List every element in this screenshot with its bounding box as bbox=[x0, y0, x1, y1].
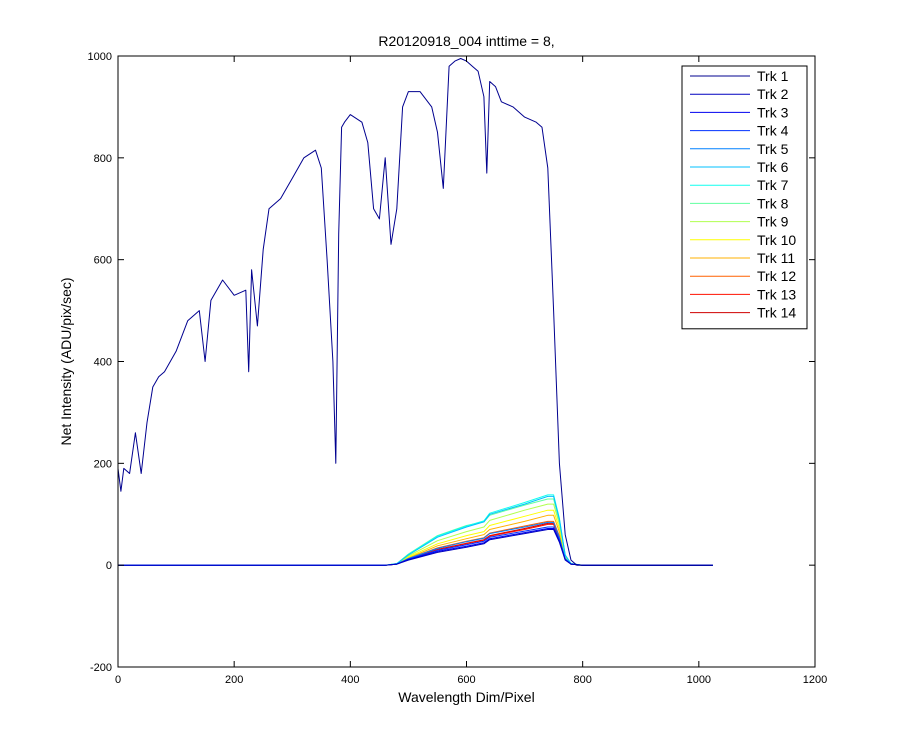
legend-label: Trk 11 bbox=[757, 250, 795, 266]
y-axis: -200 0 200 400 600 800 1000 bbox=[88, 51, 815, 674]
series-line bbox=[118, 495, 713, 566]
y-axis-label: Net Intensity (ADU/pix/sec) bbox=[58, 277, 74, 445]
series-line bbox=[117, 58, 713, 566]
legend-label: Trk 6 bbox=[757, 159, 789, 175]
x-tick-label: 600 bbox=[457, 674, 475, 686]
legend-label: Trk 14 bbox=[757, 305, 796, 321]
legend-label: Trk 4 bbox=[757, 123, 789, 139]
x-tick-label: 1000 bbox=[687, 674, 711, 686]
y-tick-label: 600 bbox=[94, 255, 112, 267]
x-tick-label: 400 bbox=[341, 674, 359, 686]
legend-label: Trk 9 bbox=[757, 214, 789, 230]
x-tick-label: 800 bbox=[573, 674, 591, 686]
y-tick-label: 0 bbox=[106, 560, 112, 572]
y-tick-label: 200 bbox=[94, 458, 112, 470]
legend-label: Trk 2 bbox=[757, 86, 789, 102]
x-axis-label: Wavelength Dim/Pixel bbox=[398, 689, 534, 705]
legend-label: Trk 13 bbox=[757, 286, 796, 302]
legend-box bbox=[681, 65, 808, 330]
legend-label: Trk 12 bbox=[757, 268, 796, 284]
x-tick-label: 200 bbox=[225, 674, 243, 686]
chart-title: R20120918_004 inttime = 8, bbox=[378, 33, 554, 49]
y-tick-label: 400 bbox=[94, 357, 112, 369]
legend-label: Trk 3 bbox=[757, 104, 789, 120]
legend-label: Trk 1 bbox=[757, 68, 789, 84]
x-tick-label: 1200 bbox=[803, 674, 827, 686]
y-tick-label: 1000 bbox=[88, 51, 112, 63]
legend-label: Trk 7 bbox=[757, 177, 789, 193]
y-tick-label: 800 bbox=[94, 153, 112, 165]
legend: Trk 1 Trk 2 Trk 3 Trk 4 Trk 5 Trk 6 Trk 7 Trk 8… bbox=[681, 65, 808, 330]
series-line bbox=[118, 529, 713, 566]
x-tick-label: 0 bbox=[115, 674, 121, 686]
x-axis: 0 200 400 600 800 1000 1200 bbox=[115, 56, 827, 686]
legend-label: Trk 10 bbox=[757, 232, 796, 248]
series-layer bbox=[117, 58, 713, 566]
legend-label: Trk 8 bbox=[757, 195, 789, 211]
legend-label: Trk 5 bbox=[757, 141, 789, 157]
y-tick-label: -200 bbox=[90, 662, 112, 674]
